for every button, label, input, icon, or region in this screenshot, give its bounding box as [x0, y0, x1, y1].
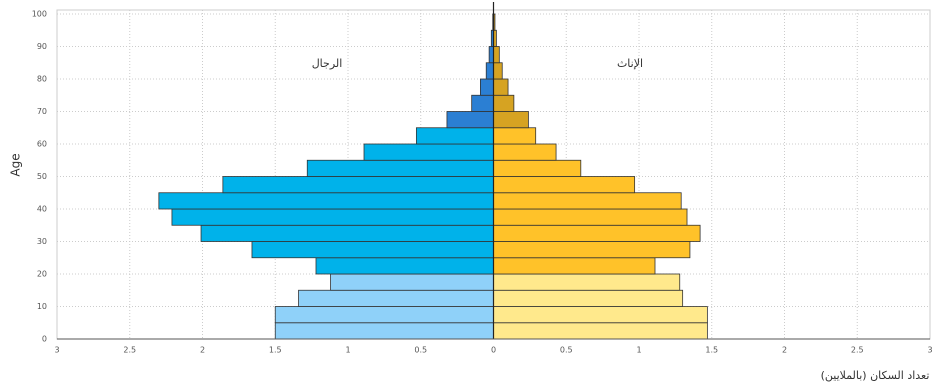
y-tick-label: 20	[37, 270, 47, 279]
bar	[493, 94, 515, 112]
y-tick-label: 10	[37, 302, 47, 311]
bar	[274, 306, 494, 324]
x-tick-label: 3	[927, 346, 932, 355]
x-axis-label: تعداد السكان (بالملايين)	[821, 369, 930, 382]
y-tick-label: 40	[37, 205, 47, 214]
bar	[158, 192, 494, 210]
bar	[493, 46, 500, 64]
x-tick-label: 0	[491, 346, 496, 355]
bar	[446, 111, 494, 129]
x-tick-label: 1.5	[705, 346, 718, 355]
bar	[330, 273, 494, 291]
bar	[306, 159, 494, 177]
bar	[480, 78, 494, 96]
bar	[251, 241, 494, 259]
series-label: الإناث	[617, 57, 643, 70]
bar	[493, 322, 708, 340]
bar	[493, 306, 708, 324]
x-tick-label: 2	[782, 346, 787, 355]
x-tick-label: 0.5	[414, 346, 427, 355]
y-tick-label: 80	[37, 75, 47, 84]
x-tick-label: 1	[636, 346, 641, 355]
x-tick-label: 2.5	[123, 346, 136, 355]
y-tick-label: 0	[42, 335, 47, 344]
bar	[493, 143, 557, 161]
x-tick-label: 1.5	[269, 346, 282, 355]
x-tick-label: 2	[200, 346, 205, 355]
bar	[298, 289, 494, 307]
y-tick-label: 50	[37, 172, 47, 181]
bar	[493, 62, 503, 80]
y-tick-label: 100	[32, 10, 47, 19]
bar	[493, 111, 529, 129]
bar	[493, 78, 509, 96]
x-tick-label: 1	[345, 346, 350, 355]
y-tick-label: 60	[37, 140, 47, 149]
series-label: الرجال	[312, 57, 343, 70]
bar	[485, 62, 494, 80]
bar	[493, 159, 582, 177]
bar	[493, 127, 537, 145]
x-tick-label: 2.5	[851, 346, 864, 355]
y-tick-label: 90	[37, 42, 47, 51]
bar	[200, 224, 494, 242]
bar	[471, 94, 494, 112]
bar	[363, 143, 494, 161]
x-tick-label: 0.5	[560, 346, 573, 355]
bar	[488, 46, 494, 64]
y-tick-label: 70	[37, 107, 47, 116]
bar	[493, 289, 684, 307]
bar	[315, 257, 494, 275]
bar	[493, 176, 636, 194]
x-tick-label: 3	[54, 346, 59, 355]
bar	[274, 322, 494, 340]
bar	[171, 208, 494, 226]
y-axis-label: Age	[9, 153, 23, 176]
bar	[493, 192, 682, 210]
bar	[493, 273, 681, 291]
bar	[493, 241, 691, 259]
bar	[493, 257, 656, 275]
bar	[222, 176, 494, 194]
bar	[415, 127, 494, 145]
bar	[493, 208, 688, 226]
y-tick-label: 30	[37, 237, 47, 246]
bar	[493, 224, 701, 242]
